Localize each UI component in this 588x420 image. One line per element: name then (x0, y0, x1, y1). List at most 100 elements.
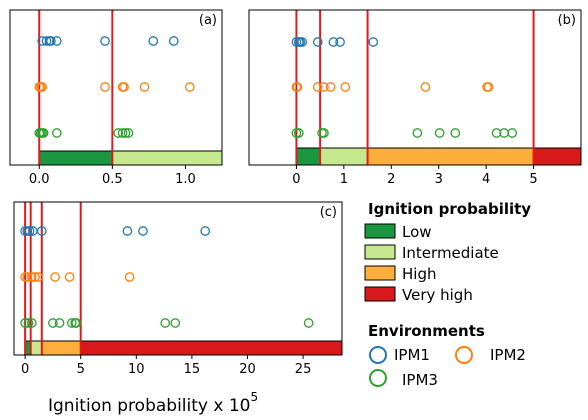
point-ipm3 (123, 128, 134, 138)
point-ipm3 (113, 128, 124, 138)
class-band-high (41, 340, 82, 356)
legend-swatch-high (364, 265, 396, 281)
legend-marker-ipm3 (369, 369, 387, 387)
legend-environment-title: Environments (368, 322, 485, 340)
point-ipm1 (122, 226, 133, 236)
legend-label-ipm2: IPM2 (490, 346, 526, 364)
point-ipm1 (41, 36, 52, 46)
point-ipm3 (412, 128, 423, 138)
panel-letter: (b) (558, 13, 576, 28)
x-axis-label-text: Ignition probability x 105 (48, 390, 258, 416)
point-ipm3 (303, 318, 314, 328)
x-axis-label-main: Ignition probability x 10 (48, 396, 250, 416)
plot-frame (248, 9, 582, 166)
class-band-intermediate (319, 147, 369, 166)
point-ipm3 (54, 318, 65, 328)
point-ipm1 (200, 226, 211, 236)
point-ipm1 (168, 36, 179, 46)
x-tick-label: 20 (239, 362, 256, 377)
x-tick-label: 1.0 (175, 172, 196, 187)
point-ipm2 (319, 82, 329, 92)
point-ipm2 (26, 272, 37, 282)
x-tick-label: 3 (435, 172, 443, 187)
class-band-intermediate (111, 150, 223, 166)
legend: Ignition probability Low Intermediate Hi… (364, 200, 531, 389)
legend-probability-title: Ignition probability (368, 200, 531, 218)
legend-label-ipm3: IPM3 (402, 371, 438, 389)
point-ipm1 (36, 226, 47, 236)
point-ipm3 (450, 128, 461, 138)
point-ipm1 (51, 36, 62, 46)
point-ipm3 (293, 128, 304, 138)
point-ipm3 (48, 318, 58, 328)
point-ipm3 (491, 128, 502, 138)
panel-a: 0.0 0.5 1.0 (a) (9, 9, 223, 187)
point-ipm2 (325, 82, 336, 92)
plot-frame (13, 201, 343, 356)
x-axis-label-exponent: 5 (250, 390, 258, 404)
point-ipm3 (120, 128, 131, 138)
point-ipm2 (30, 272, 40, 282)
point-ipm3 (66, 318, 77, 328)
panel-letter: (c) (320, 205, 337, 220)
point-ipm3 (23, 318, 34, 328)
point-ipm3 (117, 128, 128, 138)
point-ipm1 (148, 36, 159, 46)
point-ipm1 (335, 37, 345, 47)
x-tick-label: 2 (387, 172, 395, 187)
legend-label-very-high: Very high (402, 286, 473, 304)
point-ipm1 (368, 37, 379, 47)
point-ipm2 (64, 272, 75, 282)
point-ipm2 (483, 82, 494, 92)
x-tick-label: 5 (529, 172, 537, 187)
class-band-low (38, 150, 113, 166)
point-ipm2 (420, 82, 431, 92)
point-ipm1 (312, 37, 323, 47)
point-ipm2 (33, 272, 44, 282)
x-tick-label: 0 (292, 172, 300, 187)
legend-label-high: High (402, 265, 436, 283)
point-ipm2 (139, 82, 150, 92)
x-tick-label: 25 (295, 362, 312, 377)
legend-swatch-intermediate (364, 244, 396, 260)
legend-marker-ipm2 (455, 346, 473, 364)
x-tick-label: 0.0 (29, 172, 50, 187)
point-ipm3 (20, 318, 30, 328)
point-ipm3 (160, 318, 171, 328)
point-ipm1 (297, 37, 307, 47)
plot-frame (9, 9, 223, 166)
point-ipm1 (100, 36, 110, 46)
legend-label-ipm1: IPM1 (394, 346, 430, 364)
point-ipm2 (37, 82, 48, 92)
x-tick-label: 5 (77, 362, 85, 377)
legend-swatch-low (364, 223, 396, 239)
point-ipm1 (24, 226, 35, 236)
legend-label-low: Low (402, 223, 432, 241)
x-tick-label: 15 (184, 362, 201, 377)
point-ipm3 (434, 128, 445, 138)
point-ipm2 (124, 272, 135, 282)
point-ipm3 (319, 128, 329, 138)
point-ipm1 (328, 37, 339, 47)
x-tick-label: 1 (340, 172, 348, 187)
point-ipm2 (312, 82, 323, 92)
class-band-intermediate (30, 340, 43, 356)
point-ipm2 (340, 82, 351, 92)
panel-b: 0 1 2 3 4 5 (b) (248, 9, 582, 187)
class-band-very-high (533, 147, 582, 166)
point-ipm2 (184, 82, 195, 92)
class-band-very-high (80, 340, 343, 356)
point-ipm2 (50, 272, 60, 282)
point-ipm1 (46, 36, 56, 46)
legend-label-intermediate: Intermediate (402, 244, 499, 262)
point-ipm3 (507, 128, 518, 138)
class-band-low (295, 147, 321, 166)
point-ipm3 (38, 128, 49, 138)
panel-c: 0 5 10 15 20 25 (c) (13, 201, 343, 377)
point-ipm3 (26, 318, 37, 328)
point-ipm3 (51, 128, 62, 138)
point-ipm3 (170, 318, 181, 328)
x-tick-label: 10 (128, 362, 145, 377)
point-ipm1 (138, 226, 148, 236)
